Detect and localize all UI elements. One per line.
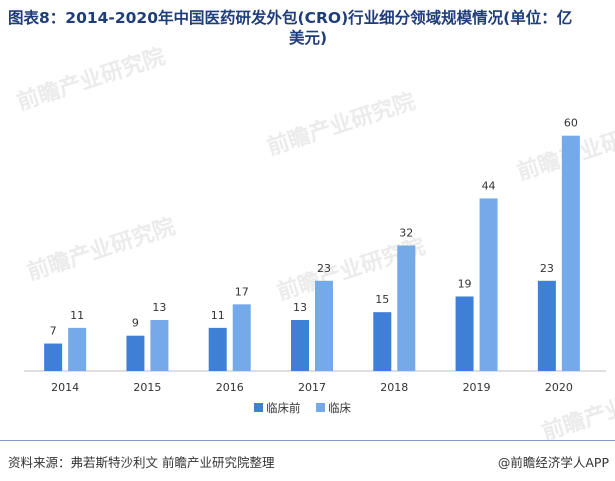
bar-preclinical-2017 [291, 320, 309, 371]
watermark-text: 前瞻产业研究院 [24, 213, 179, 285]
labels-layer: 7 11 2014 9 13 2015 11 17 2016 13 23 2017 15 32 2018 19… [50, 117, 578, 394]
data-label: 11 [70, 309, 84, 322]
bars-layer [24, 135, 606, 372]
data-label: 60 [564, 117, 578, 130]
data-label: 23 [317, 262, 331, 275]
bar-clinical-2017 [315, 280, 333, 371]
legend-label: 临床 [328, 401, 351, 415]
bar-preclinical-2016 [208, 327, 227, 371]
data-label: 13 [152, 301, 166, 314]
bar-preclinical-2015 [126, 335, 145, 371]
watermark-text: 前瞻产业研究院 [264, 88, 419, 160]
footer-divider [0, 440, 615, 441]
x-tick-label: 2020 [545, 381, 573, 394]
chart-title-line2: 美元) [288, 29, 328, 47]
data-label: 15 [375, 293, 389, 306]
legend: 临床前 临床 [254, 401, 351, 415]
legend-swatch [254, 403, 263, 412]
x-tick-label: 2018 [380, 381, 408, 394]
bar-preclinical-2020 [537, 280, 556, 371]
bar-clinical-2014 [68, 327, 87, 371]
x-tick-label: 2015 [133, 381, 161, 394]
x-tick-label: 2016 [216, 381, 244, 394]
chart-title-line1: 图表8：2014-2020年中国医药研发外包(CRO)行业细分领域规模情况(单位… [8, 9, 573, 27]
data-label: 11 [211, 309, 225, 322]
x-tick-label: 2019 [463, 381, 491, 394]
legend-label: 临床前 [266, 401, 301, 415]
bar-chart: 前瞻产业研究院前瞻产业研究院前瞻产业研究院前瞻产业研究院前瞻产业研究院前瞻产业研… [14, 43, 615, 440]
x-tick-label: 2017 [298, 381, 326, 394]
data-label: 44 [482, 179, 496, 192]
bar-preclinical-2018 [373, 312, 392, 371]
x-tick-label: 2014 [51, 381, 79, 394]
legend-swatch [316, 403, 325, 412]
bar-clinical-2015 [150, 320, 169, 371]
bar-preclinical-2014 [44, 343, 63, 371]
bar-preclinical-2019 [455, 296, 474, 371]
data-label: 9 [132, 317, 139, 330]
chart-title: 图表8：2014-2020年中国医药研发外包(CRO)行业细分领域规模情况(单位… [8, 8, 608, 48]
data-label: 32 [399, 227, 413, 240]
brand-credit: @前瞻经济学人APP [497, 455, 609, 470]
data-label: 23 [540, 262, 554, 275]
bar-clinical-2018 [397, 245, 416, 371]
bar-clinical-2020 [561, 135, 580, 371]
bar-clinical-2019 [479, 198, 498, 371]
source-note: 资料来源：弗若斯特沙利文 前瞻产业研究院整理 [8, 455, 275, 470]
data-label: 19 [458, 277, 472, 290]
watermark-text: 前瞻产业研究院 [14, 43, 169, 115]
data-label: 7 [50, 325, 57, 338]
data-label: 13 [293, 301, 307, 314]
data-label: 17 [235, 285, 249, 298]
bar-clinical-2016 [232, 304, 251, 371]
